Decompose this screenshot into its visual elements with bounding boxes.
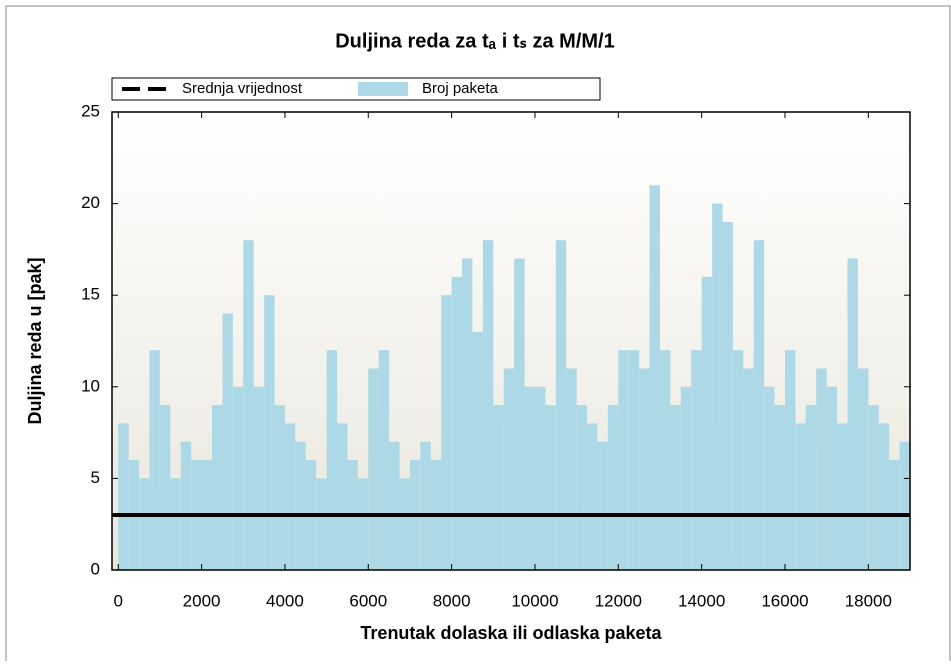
bar (149, 350, 160, 570)
bar (857, 368, 869, 570)
chart-title: Duljina reda za tₐ i tₛ za M/M/1 (335, 30, 615, 52)
bar (420, 441, 431, 570)
bar (680, 386, 692, 570)
bar (274, 405, 285, 570)
bar (222, 313, 233, 570)
bar (639, 368, 650, 570)
y-tick-label: 20 (81, 193, 100, 212)
y-tick-label: 25 (81, 101, 100, 120)
x-tick-label: 4000 (266, 591, 304, 610)
bar (212, 405, 223, 570)
bar (618, 350, 629, 570)
bar (503, 368, 515, 570)
x-tick-label: 10000 (511, 591, 558, 610)
bar (816, 368, 827, 570)
bar (826, 386, 838, 570)
y-axis-label: Duljina reda u [pak] (25, 257, 45, 424)
bar (159, 405, 171, 570)
bar (482, 240, 494, 571)
x-axis-label: Trenutak dolaska ili odlaska paketa (360, 623, 662, 643)
bar (441, 295, 452, 570)
bar (701, 276, 713, 570)
x-tick-label: 0 (114, 591, 123, 610)
bar (326, 350, 338, 570)
bar (316, 478, 327, 570)
bar (534, 386, 546, 570)
bar (524, 386, 535, 570)
bar (295, 441, 306, 570)
bar (462, 258, 473, 570)
bar (607, 405, 619, 570)
x-tick-label: 6000 (349, 591, 387, 610)
bar (368, 368, 379, 570)
bar (649, 185, 660, 570)
bar (284, 423, 296, 570)
x-tick-label: 16000 (761, 591, 808, 610)
bar (337, 423, 348, 570)
bar (514, 258, 525, 570)
bar (451, 276, 463, 570)
bar (357, 478, 369, 570)
bar (493, 405, 504, 570)
bar (670, 405, 681, 570)
y-tick-label: 0 (91, 559, 100, 578)
legend-label: Srednja vrijednost (182, 80, 303, 97)
axes-box (111, 111, 911, 571)
bar (139, 478, 150, 570)
bar (472, 331, 483, 570)
legend-label: Broj paketa (422, 80, 499, 97)
bar (253, 386, 265, 570)
bar (264, 295, 275, 570)
bar (399, 478, 410, 570)
bar (566, 368, 577, 570)
legend-bar-key (358, 82, 408, 96)
x-tick-label: 14000 (678, 591, 725, 610)
bar (243, 240, 254, 571)
bar (712, 203, 723, 570)
bar (378, 350, 390, 570)
x-tick-label: 12000 (595, 591, 642, 610)
bar (847, 258, 858, 570)
x-tick-label: 2000 (183, 591, 221, 610)
bar (878, 423, 890, 570)
bar (722, 221, 733, 571)
x-tick-label: 8000 (433, 591, 471, 610)
bar (576, 405, 588, 570)
bar (732, 350, 744, 570)
bar (545, 405, 556, 570)
bar (118, 423, 129, 570)
bar (555, 240, 567, 571)
y-tick-label: 5 (91, 468, 100, 487)
bar (837, 423, 848, 570)
bar (628, 350, 640, 570)
bar (774, 405, 785, 570)
bar (753, 240, 765, 571)
bar (389, 441, 400, 570)
bar (899, 441, 910, 570)
x-tick-label: 18000 (845, 591, 892, 610)
bar (597, 441, 608, 570)
bar (764, 386, 775, 570)
legend (111, 77, 601, 101)
bar (180, 441, 192, 570)
bar (232, 386, 244, 570)
bar (805, 405, 817, 570)
y-tick-label: 15 (81, 285, 100, 304)
bar (795, 423, 806, 570)
bar (868, 405, 879, 570)
bar (691, 350, 702, 570)
bar (743, 368, 754, 570)
bar (170, 478, 181, 570)
bar (659, 350, 671, 570)
bar (784, 350, 796, 570)
bar (587, 423, 598, 570)
y-tick-label: 10 (81, 376, 100, 395)
